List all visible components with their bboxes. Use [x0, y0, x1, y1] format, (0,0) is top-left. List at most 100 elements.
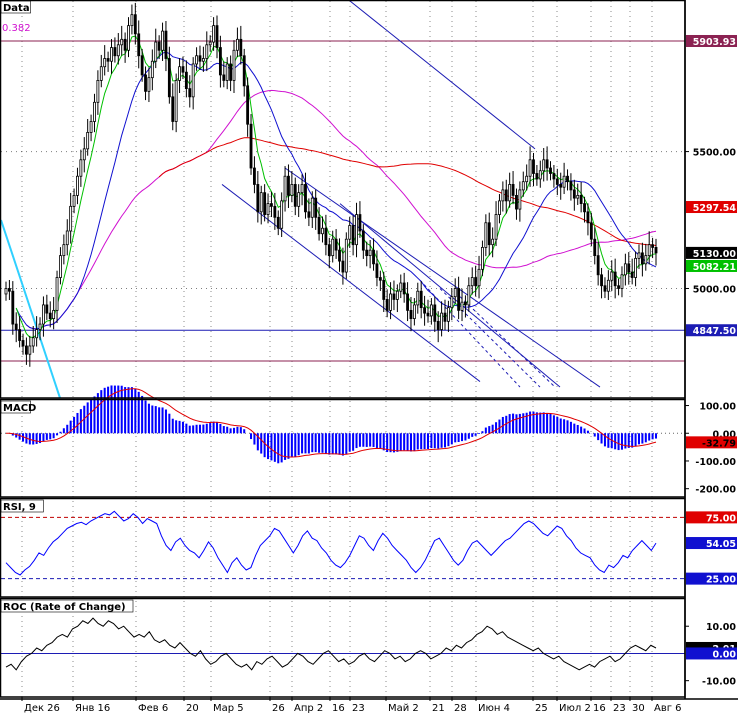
macd-bar — [570, 422, 572, 433]
x-tick-label: 23 — [352, 703, 365, 714]
macd-bar — [206, 424, 208, 434]
candle-body — [584, 204, 586, 212]
macd-bar — [546, 413, 548, 433]
candle-body — [25, 346, 27, 354]
macd-bar — [223, 426, 225, 433]
rsi-level-label-75: 75.00 — [706, 513, 736, 524]
x-tick-label: 21 — [432, 703, 445, 714]
candle-body — [134, 15, 136, 34]
macd-bar — [318, 433, 320, 453]
macd-bar — [362, 433, 364, 447]
macd-bar — [59, 432, 61, 434]
macd-bar — [49, 433, 51, 439]
candle-body — [417, 291, 419, 305]
candle-body — [441, 313, 443, 329]
candle-body — [155, 42, 157, 61]
candle-body — [488, 223, 490, 245]
level-label-1: 4847.50 — [693, 326, 737, 337]
macd-bar — [148, 404, 150, 434]
macd-bar — [369, 433, 371, 446]
x-tick-label: 23 — [613, 703, 626, 714]
candle-body — [209, 42, 211, 45]
candle-body — [529, 160, 531, 176]
candle-body — [145, 75, 147, 91]
candle-body — [311, 198, 313, 217]
x-tick-label: 16 — [593, 703, 606, 714]
candle-body — [250, 124, 252, 168]
candle-body — [400, 283, 402, 291]
macd-bar — [196, 425, 198, 433]
candle-body — [277, 217, 279, 228]
x-tick-label: Фев 6 — [138, 703, 168, 714]
candle-body — [573, 190, 575, 198]
macd-bar — [213, 422, 215, 434]
candle-body — [614, 272, 616, 286]
candle-body — [93, 102, 95, 121]
candle-body — [638, 253, 640, 258]
level-label-0: 5903.93 — [693, 37, 736, 48]
candle-body — [291, 184, 293, 195]
candle-body — [369, 250, 371, 255]
candle-body — [434, 305, 436, 321]
candle-body — [376, 264, 378, 278]
candle-body — [83, 149, 85, 160]
rsi-last-value: 54.05 — [706, 539, 736, 550]
macd-bar — [226, 427, 228, 434]
x-tick-label: Июл 2 — [559, 703, 591, 714]
candle-body — [515, 195, 517, 209]
candle-body — [318, 217, 320, 233]
macd-y-tick-label: -200.00 — [695, 485, 736, 496]
candle-body — [522, 182, 524, 190]
candle-body — [162, 31, 164, 50]
candle-body — [87, 132, 89, 148]
macd-bar — [638, 433, 640, 444]
roc-y-tick-label: 10.00 — [706, 622, 736, 633]
macd-bar — [373, 433, 375, 447]
candle-body — [192, 64, 194, 97]
macd-bar — [481, 431, 483, 433]
macd-bar — [464, 433, 466, 440]
macd-bar — [635, 433, 637, 446]
candle-body — [478, 269, 480, 285]
candle-body — [19, 330, 21, 341]
macd-bar — [240, 427, 242, 433]
macd-bar — [56, 433, 58, 435]
macd-bar — [281, 433, 283, 462]
macd-bar — [110, 385, 112, 433]
macd-bar — [332, 433, 334, 454]
candle-body — [104, 58, 106, 66]
macd-bar — [219, 424, 221, 433]
roc-panel-label: ROC (Rate of Change) — [3, 602, 126, 613]
macd-bar — [172, 419, 174, 434]
macd-bar — [165, 410, 167, 434]
macd-bar — [63, 428, 65, 433]
macd-bar — [396, 433, 398, 452]
x-tick-label: Дек 26 — [24, 703, 60, 714]
macd-bar — [131, 387, 133, 433]
candle-body — [427, 313, 429, 316]
candle-body — [468, 286, 470, 305]
macd-bar — [522, 413, 524, 433]
macd-y-tick-label: 100.00 — [699, 402, 736, 413]
macd-bar — [621, 433, 623, 449]
candle-body — [628, 264, 630, 272]
macd-bar — [189, 426, 191, 434]
candle-body — [274, 206, 276, 217]
candle-body — [281, 201, 283, 228]
candle-body — [298, 193, 300, 207]
macd-bar — [390, 433, 392, 452]
macd-bar — [250, 433, 252, 439]
macd-bar — [335, 433, 337, 454]
macd-bar — [230, 428, 232, 433]
candle-body — [328, 245, 330, 256]
macd-bar — [87, 402, 89, 433]
candle-body — [648, 245, 650, 256]
candle-body — [413, 305, 415, 319]
macd-panel-label: MACD — [3, 403, 36, 414]
price-label-1: 5130.00 — [693, 249, 737, 260]
macd-bar — [645, 433, 647, 442]
candle-body — [97, 80, 99, 102]
candle-body — [386, 299, 388, 310]
macd-bar — [274, 433, 276, 462]
candle-body — [447, 308, 449, 322]
